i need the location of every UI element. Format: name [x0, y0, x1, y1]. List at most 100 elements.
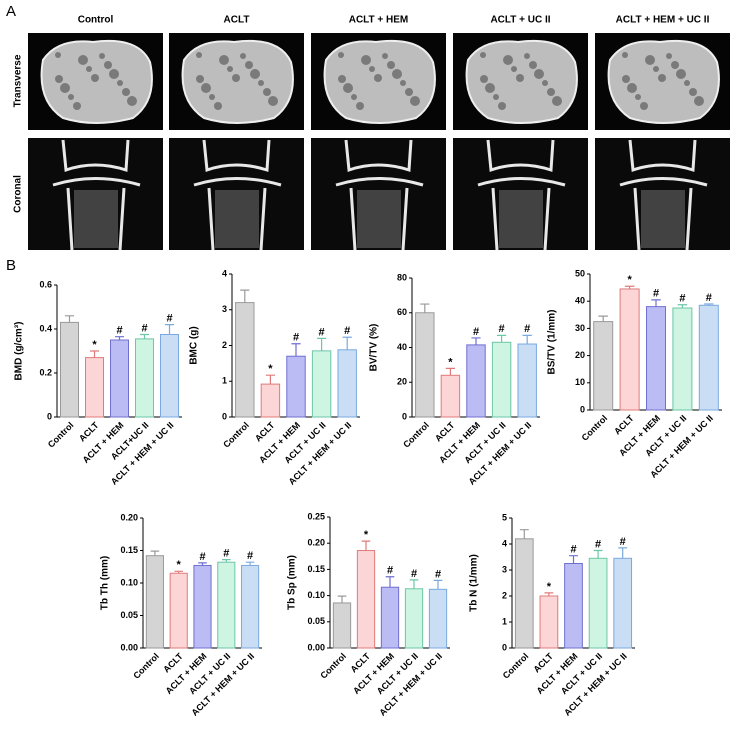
significance-mark: #	[344, 325, 350, 337]
trabecular-pore	[493, 94, 499, 100]
error-bar	[522, 334, 532, 345]
trabecular-pore	[529, 61, 537, 69]
bar	[404, 588, 424, 649]
error-bar	[704, 303, 714, 306]
trabecular-pore	[622, 52, 628, 58]
trabecular-pore	[480, 75, 488, 83]
trabecular-pore	[268, 96, 278, 106]
column-header: ACLT + HEM	[349, 15, 409, 26]
trabecular-pore	[392, 69, 402, 79]
bar	[85, 357, 104, 418]
trabecular-pore	[552, 96, 562, 106]
trabecular-pore	[369, 66, 375, 72]
trabecular-pore	[361, 55, 371, 65]
trabecular-pore	[498, 102, 506, 110]
trabecular-pore	[542, 80, 548, 86]
y-tick-label: 2	[222, 340, 227, 350]
significance-mark: #	[706, 292, 712, 304]
panel-label: B	[6, 257, 16, 274]
trabecular-pore	[338, 52, 344, 58]
trabecular-pore	[516, 74, 524, 82]
bar	[440, 374, 461, 418]
trabecular-pore	[684, 80, 690, 86]
error-bar	[245, 561, 255, 566]
significance-mark: #	[679, 293, 685, 305]
error-bar	[240, 289, 250, 303]
y-tick-label: 1	[502, 616, 507, 626]
bar	[415, 312, 435, 418]
trabecular-pore	[622, 75, 630, 83]
trabecular-pore	[689, 88, 697, 96]
bone-section	[40, 39, 153, 124]
bar	[169, 572, 188, 649]
trabecular-pore	[343, 83, 353, 93]
significance-mark: #	[570, 544, 576, 556]
panel-label: A	[6, 3, 16, 20]
error-bar	[342, 336, 352, 350]
error-bar	[618, 547, 628, 559]
trabecular-pore	[86, 66, 92, 72]
bar	[517, 343, 537, 418]
error-bar	[165, 324, 174, 335]
bar	[260, 383, 281, 418]
significance-mark: #	[387, 565, 393, 577]
trabecular-pore	[658, 74, 666, 82]
bone-section	[465, 39, 578, 124]
column-header: ACLT + UC II	[490, 15, 550, 26]
trabecular-pore	[410, 96, 420, 106]
error-bar	[624, 285, 635, 289]
significance-mark: #	[620, 536, 626, 548]
row-label: Transverse	[13, 54, 24, 107]
bar	[145, 555, 164, 649]
column-header: ACLT + HEM + UC II	[616, 15, 710, 26]
trabecular-pore	[227, 66, 233, 72]
trabecular-pore	[214, 102, 222, 110]
significance-mark: #	[473, 326, 479, 338]
significance-mark: #	[411, 568, 417, 580]
significance-mark: #	[524, 323, 530, 335]
trabecular-region	[74, 190, 118, 248]
bar	[110, 339, 129, 418]
significance-mark: #	[166, 313, 172, 325]
bone-outline	[52, 139, 141, 251]
significance-mark: #	[653, 288, 659, 300]
trabecular-pore	[99, 53, 105, 59]
y-tick-label: 30	[575, 323, 585, 333]
error-bar	[593, 549, 603, 559]
column-header: ACLT	[224, 15, 250, 26]
y-tick-label: 0.15	[307, 564, 325, 574]
y-tick-label: 5	[502, 512, 507, 522]
y-axis-label: BV/TV (%)	[369, 324, 380, 372]
error-bar	[433, 579, 443, 590]
y-tick-label: 0	[502, 642, 507, 652]
trabecular-pore	[232, 74, 240, 82]
trabecular-pore	[127, 96, 137, 106]
trabecular-pore	[109, 69, 119, 79]
significance-mark: *	[364, 529, 369, 541]
error-bar	[420, 303, 430, 313]
significance-mark: *	[627, 274, 632, 286]
y-tick-label: 0	[580, 404, 585, 414]
bar	[428, 588, 448, 649]
y-tick-label: 0.10	[307, 590, 325, 600]
significance-mark: #	[435, 568, 441, 580]
error-bar	[471, 337, 481, 345]
trabecular-region	[641, 190, 685, 248]
trabecular-pore	[201, 83, 211, 93]
trabecular-pore	[635, 94, 641, 100]
trabecular-pore	[258, 80, 264, 86]
trabecular-pore	[122, 88, 130, 96]
bar	[380, 586, 400, 649]
y-tick-label: 20	[397, 377, 407, 387]
y-tick-label: 4	[502, 538, 507, 548]
significance-mark: #	[199, 551, 205, 563]
error-bar	[222, 559, 231, 563]
y-tick-label: 0	[402, 411, 407, 421]
trabecular-pore	[387, 61, 395, 69]
error-bar	[316, 337, 327, 351]
y-axis-label: Tb Sp (mm)	[287, 555, 298, 610]
trabecular-pore	[485, 83, 495, 93]
y-tick-label: 20	[575, 350, 585, 360]
trabecular-pore	[534, 69, 544, 79]
bar	[193, 564, 212, 649]
